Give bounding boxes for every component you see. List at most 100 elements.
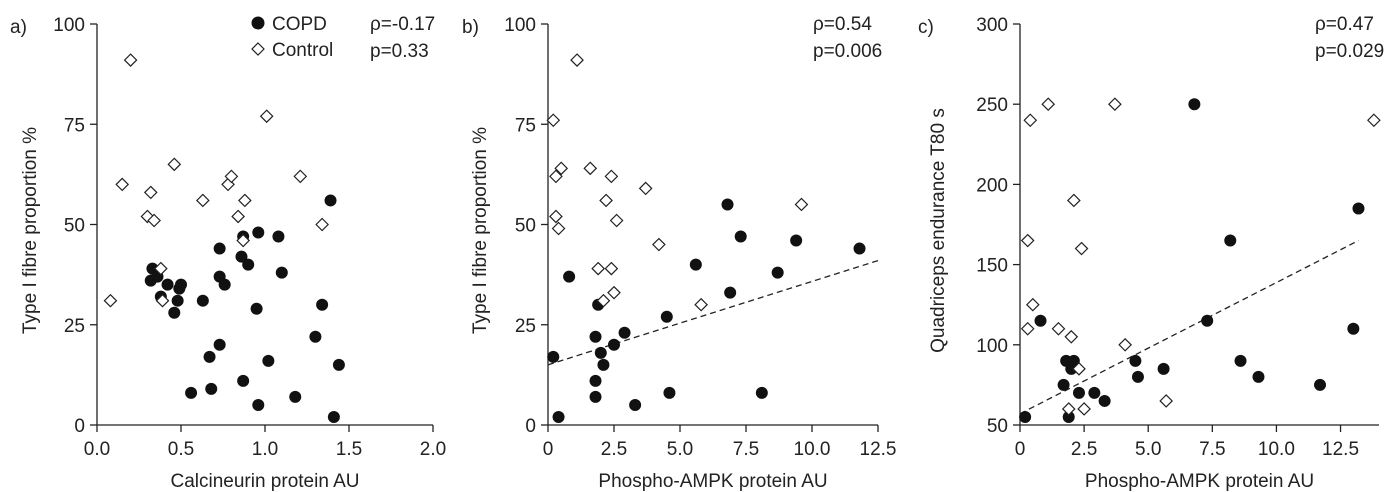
control-point	[1074, 241, 1089, 256]
stat-label: p=0.006	[813, 41, 882, 62]
x-tick-label: 12.5	[860, 439, 897, 460]
copd-point	[213, 242, 226, 255]
control-point	[1020, 321, 1035, 336]
copd-point	[547, 350, 560, 363]
y-tick-label: 50	[515, 216, 536, 237]
copd-point	[203, 350, 216, 363]
fit-line	[1019, 239, 1359, 415]
x-tick-label: 10.0	[1258, 439, 1295, 460]
copd-point	[629, 398, 642, 411]
stat-label: ρ=0.47	[1315, 14, 1374, 35]
copd-point	[213, 338, 226, 351]
control-point	[1061, 402, 1076, 416]
y-tick-label: 300	[976, 15, 1008, 36]
copd-point	[235, 250, 248, 263]
copd-point	[275, 266, 288, 279]
copd-point	[1088, 386, 1101, 399]
x-tick-label: 1.0	[252, 439, 278, 460]
copd-point	[724, 286, 737, 299]
copd-point	[755, 386, 768, 399]
control-point	[596, 293, 611, 308]
copd-point	[1224, 234, 1237, 247]
copd-point	[660, 310, 673, 323]
copd-point	[1131, 370, 1144, 383]
panel-label: a)	[10, 17, 27, 38]
x-tick-label: 2.5	[1071, 439, 1097, 460]
control-point	[293, 169, 308, 184]
copd-point	[168, 306, 181, 319]
x-tick-label: 0.0	[84, 439, 110, 460]
copd-point	[589, 374, 602, 387]
control-point	[1108, 97, 1122, 112]
y-tick-label: 0	[525, 416, 536, 437]
copd-point	[289, 390, 302, 403]
copd-point	[1072, 386, 1085, 399]
copd-point	[597, 358, 610, 371]
copd-point	[1157, 362, 1170, 375]
copd-point	[552, 410, 565, 423]
x-axis-label: Phospho-AMPK protein AU	[598, 471, 827, 492]
x-tick-label: 10.0	[794, 439, 831, 460]
copd-point	[1352, 202, 1365, 215]
copd-point	[589, 390, 602, 403]
control-point	[1067, 193, 1081, 208]
copd-point	[608, 338, 620, 351]
copd-point	[594, 346, 607, 359]
panel-label: c)	[918, 17, 934, 38]
control-point	[1051, 321, 1066, 336]
copd-point	[175, 278, 187, 291]
copd-point	[185, 386, 198, 399]
stat-label: ρ=0.54	[813, 14, 872, 35]
stat-label: p=0.33	[370, 41, 429, 62]
control-point	[549, 169, 563, 184]
copd-point	[663, 386, 676, 399]
copd-point	[252, 398, 265, 411]
stat-label: p=0.029	[1315, 41, 1384, 62]
y-tick-label: 250	[976, 95, 1008, 116]
legend-label-copd: COPD	[272, 14, 327, 35]
copd-point	[324, 194, 337, 207]
y-tick-label: 75	[515, 115, 536, 136]
control-point	[259, 109, 274, 124]
copd-point	[1019, 410, 1032, 423]
y-tick-label: 50	[64, 216, 85, 237]
copd-point	[327, 410, 340, 423]
control-point	[115, 177, 130, 192]
copd-point	[218, 278, 231, 291]
y-tick-label: 50	[987, 416, 1008, 437]
control-point	[155, 293, 170, 308]
legend-marker-control	[251, 42, 265, 56]
x-tick-label: 7.5	[1199, 439, 1225, 460]
copd-point	[618, 326, 631, 339]
x-tick-label: 0.5	[168, 439, 194, 460]
copd-point	[205, 382, 218, 395]
copd-point	[563, 270, 576, 283]
control-point	[153, 261, 168, 276]
copd-point	[589, 330, 602, 343]
y-axis-label: Quadriceps endurance T80 s	[928, 108, 949, 353]
control-point	[549, 209, 563, 224]
control-point	[1072, 362, 1086, 376]
control-point	[652, 237, 666, 252]
fit-line	[547, 259, 879, 366]
control-point	[315, 217, 329, 232]
control-point	[236, 233, 251, 248]
copd-point	[790, 234, 803, 247]
y-tick-label: 100	[53, 15, 85, 36]
y-tick-label: 25	[64, 316, 85, 337]
control-point	[237, 193, 252, 208]
copd-point	[242, 258, 255, 271]
control-point	[1064, 329, 1079, 344]
x-axis-label: Phospho-AMPK protein AU	[1085, 471, 1314, 492]
copd-point	[1057, 378, 1070, 391]
copd-point	[1129, 354, 1142, 367]
copd-point	[250, 302, 263, 315]
x-axis-label: Calcineurin protein AU	[170, 471, 359, 492]
x-tick-label: 7.5	[733, 439, 759, 460]
y-tick-label: 200	[976, 175, 1008, 196]
control-point	[195, 193, 210, 208]
control-point	[694, 297, 708, 312]
control-point	[607, 285, 621, 300]
stat-label: ρ=-0.17	[370, 14, 435, 35]
